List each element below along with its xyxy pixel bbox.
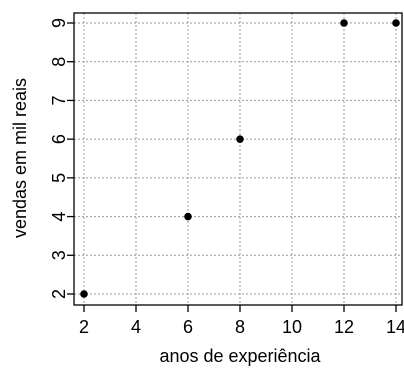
x-tick-label: 10 [282,317,302,337]
y-tick-label: 4 [49,212,69,222]
data-point [184,212,192,221]
data-point [392,19,400,27]
data-point [80,290,88,298]
y-tick-label: 2 [49,289,69,299]
y-tick-label: 6 [49,134,69,144]
plot-frame [73,12,403,306]
y-tick-label: 3 [49,250,69,260]
data-point [236,135,244,143]
y-tick-label: 8 [49,57,69,67]
y-tick-label: 5 [49,173,69,183]
x-tick-label: 4 [131,317,141,337]
ticks: 2 4 6 8 10 12 14 2 3 4 5 6 7 8 9 [49,18,404,337]
y-axis-label: vendas em mil reais [10,78,30,238]
grid [74,13,402,305]
x-tick-label: 6 [183,317,193,337]
data-point [340,19,348,27]
x-axis-label: anos de experiência [159,346,321,366]
y-tick-label: 9 [49,18,69,28]
x-tick-label: 12 [334,317,354,337]
x-tick-label: 2 [79,317,89,337]
y-tick-label: 7 [49,95,69,105]
x-tick-label: 14 [386,317,404,337]
x-tick-label: 8 [235,317,245,337]
axes [73,12,403,306]
data-points [80,19,400,298]
